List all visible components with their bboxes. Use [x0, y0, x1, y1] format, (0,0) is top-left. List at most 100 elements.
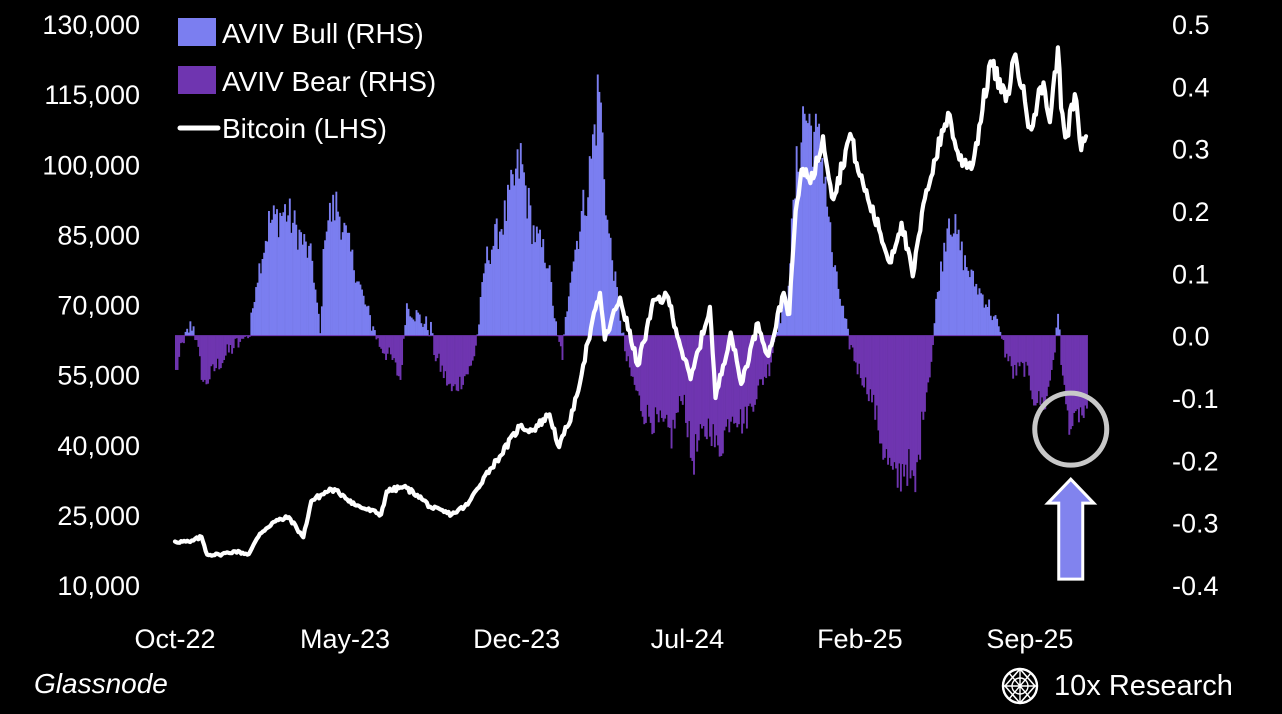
bear-bar	[1010, 335, 1013, 367]
bull-bar	[572, 261, 575, 336]
bull-bar	[803, 113, 806, 336]
bull-bar	[794, 198, 796, 336]
bull-bar	[579, 231, 582, 336]
right-tick-label: -0.4	[1172, 571, 1219, 601]
bear-bar	[1018, 335, 1021, 367]
bull-bar	[272, 205, 275, 336]
right-tick-label: 0.0	[1172, 322, 1210, 352]
bear-bar	[863, 335, 865, 388]
bull-bar	[490, 249, 493, 336]
bull-bar	[357, 281, 360, 336]
bull-bar	[797, 171, 800, 336]
bull-bar	[1057, 313, 1060, 336]
bear-bar	[750, 335, 753, 407]
bear-bar	[872, 335, 875, 395]
bear-bar	[1049, 335, 1052, 381]
bull-bar	[482, 273, 485, 336]
bull-bar	[593, 124, 596, 336]
bear-bar	[1052, 335, 1055, 360]
bull-bar	[551, 305, 554, 336]
bear-bar	[749, 335, 752, 404]
bull-bar	[308, 245, 311, 336]
bear-bar	[1060, 335, 1063, 365]
bull-bar	[293, 210, 296, 336]
bull-bar	[938, 290, 941, 336]
bear-bar	[383, 335, 386, 354]
bull-bar	[284, 204, 286, 336]
bear-bar	[1074, 335, 1077, 412]
bull-bar	[1055, 327, 1058, 336]
bear-bar	[681, 335, 684, 405]
bear-bar	[207, 335, 209, 384]
bear-bar	[208, 335, 211, 380]
bull-bar	[564, 316, 567, 336]
bear-bar	[399, 335, 402, 380]
bear-bar	[243, 335, 246, 337]
bull-bar	[840, 305, 843, 336]
bull-bar	[975, 283, 978, 336]
bull-bar	[965, 267, 968, 336]
x-tick-label: May-23	[300, 624, 390, 654]
brand-logo: 10x Research	[1000, 666, 1233, 706]
bear-bar	[178, 335, 181, 357]
bear-bar	[664, 335, 667, 419]
bear-bar	[762, 335, 764, 385]
bull-bar	[277, 237, 280, 336]
bear-bar	[195, 335, 198, 341]
bull-bar	[186, 328, 189, 336]
bull-bar	[369, 315, 371, 336]
bull-bar	[973, 286, 976, 336]
bull-bar	[980, 293, 983, 336]
bear-bar	[869, 335, 872, 390]
bear-bar	[237, 335, 240, 348]
bull-bar	[269, 222, 272, 336]
bull-bar	[373, 330, 376, 336]
bear-bar	[909, 335, 912, 479]
bull-bar	[340, 239, 343, 336]
bull-bar	[810, 125, 813, 336]
bear-bar	[877, 335, 880, 431]
bull-bar	[620, 333, 623, 336]
bull-bar	[555, 321, 558, 336]
bull-bar	[566, 311, 569, 336]
bear-bar	[922, 335, 925, 420]
bull-bar	[519, 143, 522, 336]
x-tick-label: Feb-25	[817, 624, 903, 654]
left-tick-label: 10,000	[57, 571, 140, 601]
bull-bar	[575, 240, 578, 336]
bull-bar	[430, 321, 432, 336]
bull-bar	[816, 126, 819, 336]
bear-bar	[721, 335, 724, 454]
bear-bar	[924, 335, 926, 412]
bear-bar	[709, 335, 711, 437]
bear-bar	[632, 335, 634, 377]
bear-bar	[1061, 335, 1064, 376]
bull-bar	[481, 282, 484, 336]
bear-bar	[701, 335, 703, 429]
bear-bar	[648, 335, 651, 417]
bear-bar	[871, 335, 873, 403]
bull-bar	[531, 244, 533, 336]
source-label: Glassnode	[34, 668, 168, 699]
bear-bar	[896, 335, 899, 488]
bear-bar	[720, 335, 723, 456]
bear-bar	[747, 335, 750, 407]
bull-bar	[843, 318, 846, 336]
bull-bar	[830, 252, 833, 336]
bear-bar	[1023, 335, 1026, 377]
bull-bar	[795, 146, 798, 336]
bull-bar	[359, 284, 362, 336]
bear-bar	[438, 335, 440, 354]
bear-bar	[899, 335, 902, 492]
bull-bar	[494, 224, 497, 336]
bear-bar	[685, 335, 687, 423]
bull-bar	[935, 298, 938, 336]
bitcoin-line	[172, 45, 1089, 558]
bear-bar	[473, 335, 476, 357]
bull-bar	[332, 194, 335, 336]
bear-bar	[670, 335, 673, 449]
bull-bar	[255, 287, 258, 336]
bull-bar	[588, 156, 591, 336]
bear-bar	[654, 335, 657, 408]
bear-bar	[234, 335, 237, 339]
